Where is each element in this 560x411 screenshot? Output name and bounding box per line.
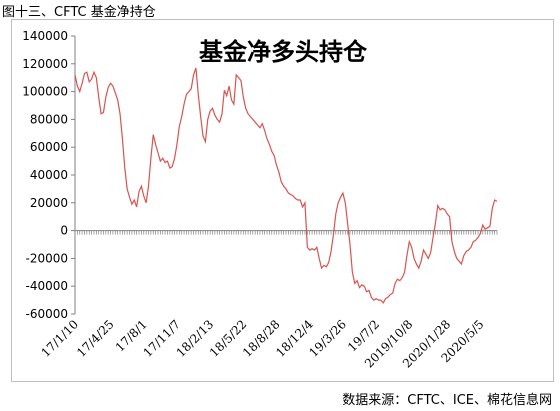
y-tick-label: 0 [60, 224, 68, 238]
y-tick-label: 140000 [22, 29, 68, 43]
chart-frame: -60000 -40000 -20000 0 20000 40000 60000 80000 1… [11, 19, 554, 382]
y-tick-label: 120000 [22, 57, 68, 71]
x-tick-label: 19/3/26 [306, 317, 349, 360]
y-tick-label: 40000 [30, 168, 68, 182]
y-tick-label: -40000 [25, 279, 68, 293]
series-line-net-long [74, 67, 498, 304]
x-tick-label: 17/4/25 [74, 317, 117, 360]
y-tick-label: 80000 [30, 112, 68, 126]
x-axis: 17/1/1017/4/2517/8/117/11/718/2/1318/5/2… [39, 230, 498, 371]
plot-area [74, 67, 498, 304]
x-tick-label: 17/1/10 [39, 317, 82, 360]
net-long-position-chart: -60000 -40000 -20000 0 20000 40000 60000 80000 1… [22, 29, 498, 371]
y-tick-label: -60000 [25, 307, 68, 321]
y-tick-label: 100000 [22, 85, 68, 99]
figure-caption: 图十三、CFTC 基金净持仓 [2, 5, 156, 20]
y-tick-label: 20000 [30, 196, 68, 210]
y-axis: -60000 -40000 -20000 0 20000 40000 60000 80000 1… [22, 29, 76, 321]
chart-title: 基金净多头持仓 [199, 38, 368, 66]
source-note: 数据来源：CFTC、ICE、棉花信息网 [342, 393, 552, 408]
y-tick-label: -20000 [25, 251, 68, 265]
y-tick-label: 60000 [30, 140, 68, 154]
